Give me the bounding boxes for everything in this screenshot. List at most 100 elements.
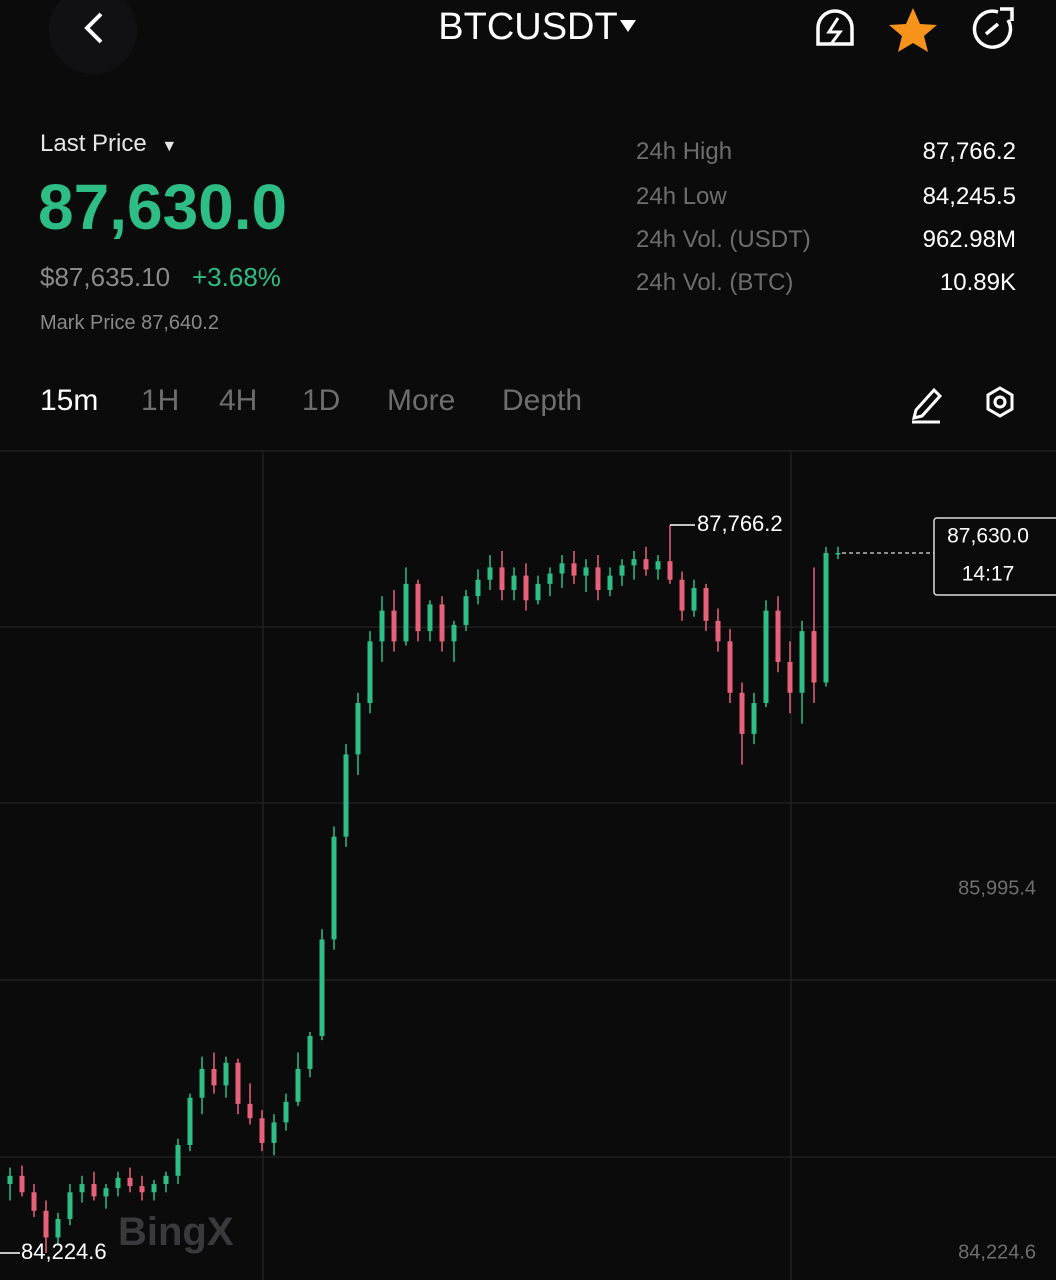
stat-value: 84,245.5 xyxy=(922,183,1016,210)
symbol-dropdown[interactable] xyxy=(620,20,636,32)
candle-body xyxy=(739,692,745,734)
candle-body xyxy=(211,1068,217,1086)
timeframe-tab[interactable]: 15m xyxy=(40,384,99,417)
candle-body xyxy=(451,624,457,642)
candle-body xyxy=(727,641,733,693)
last-price-box xyxy=(933,517,1056,596)
candle-body xyxy=(715,620,721,642)
candle-body xyxy=(535,583,541,601)
stat-label: 24h High xyxy=(636,138,733,165)
price-type[interactable]: Last Price ▼ xyxy=(40,130,177,158)
back-icon xyxy=(84,12,103,44)
candle-body xyxy=(115,1177,121,1189)
watermark: BingX xyxy=(118,1210,234,1254)
usd-price: $87,635.10 xyxy=(40,262,171,292)
timeframe-tab[interactable]: Depth xyxy=(502,384,583,417)
candle-body xyxy=(427,604,433,632)
favorite-icon[interactable] xyxy=(889,8,937,52)
candle-body xyxy=(679,579,685,611)
stat-label: 24h Low xyxy=(636,183,727,210)
candle-body xyxy=(295,1068,301,1102)
price-type-label: Last Price xyxy=(40,130,147,157)
candle-body xyxy=(415,583,421,632)
symbol-title[interactable]: BTCUSDT xyxy=(438,6,618,48)
timeframe-tab[interactable]: 1H xyxy=(141,384,180,417)
candle-body xyxy=(403,583,409,642)
y-tick-label: 85,995.4 xyxy=(958,877,1036,899)
candle-body xyxy=(319,939,325,1037)
candle-body xyxy=(235,1062,241,1104)
candle-body xyxy=(247,1103,253,1119)
candle-body xyxy=(643,559,649,570)
candle-body xyxy=(19,1175,25,1193)
candle-body xyxy=(511,575,517,591)
candle-body xyxy=(391,610,397,642)
candle-body xyxy=(823,553,829,683)
candle-body xyxy=(667,561,673,580)
candle-body xyxy=(379,610,385,642)
candle-body xyxy=(607,575,613,591)
candle-body xyxy=(79,1184,85,1193)
back-button[interactable] xyxy=(49,0,137,74)
timeframe-tab[interactable]: 1D xyxy=(302,384,341,417)
candle-body xyxy=(103,1188,109,1197)
timeframe-tab[interactable]: 4H xyxy=(219,384,258,417)
candle-body xyxy=(463,596,469,625)
candle-body xyxy=(691,587,697,611)
timeframe-tab[interactable]: More xyxy=(387,384,456,417)
candle-body xyxy=(787,661,793,693)
candle-body xyxy=(163,1175,169,1185)
candle-body xyxy=(595,567,601,591)
candle-body xyxy=(619,565,625,576)
last-price-label: 87,630.0 xyxy=(947,525,1029,548)
candle-body xyxy=(835,553,841,555)
candle-body xyxy=(43,1210,49,1238)
stat-label: 24h Vol. (USDT) xyxy=(636,226,811,253)
candle-body xyxy=(547,573,553,584)
draw-tool[interactable] xyxy=(911,387,943,424)
stat-value: 87,766.2 xyxy=(922,138,1016,165)
y-tick-label: 84,224.6 xyxy=(958,1241,1036,1263)
candle-body xyxy=(799,631,805,693)
top-bar xyxy=(49,0,1014,74)
candle-body xyxy=(583,567,589,576)
candle-body xyxy=(55,1218,61,1238)
candlestick-chart: BingX 85,995.4 84,224.6 87,766.2 84,224.6 87… xyxy=(0,450,1056,1280)
candle-body xyxy=(811,631,817,683)
countdown: 14:17 xyxy=(962,563,1015,586)
candle-body xyxy=(175,1144,181,1176)
candle-body xyxy=(571,563,577,576)
candle-body xyxy=(67,1192,73,1219)
candle-body xyxy=(751,703,757,734)
candle-body xyxy=(487,567,493,580)
refresh-icon[interactable] xyxy=(972,7,1014,49)
alert-icon[interactable] xyxy=(816,9,854,46)
candle-body xyxy=(775,610,781,662)
candle-body xyxy=(439,604,445,642)
grid xyxy=(0,450,1056,1280)
candle-body xyxy=(331,836,337,940)
last-price: 87,630.0 xyxy=(38,171,288,243)
candle-body xyxy=(31,1192,37,1211)
candle-body xyxy=(367,641,373,704)
mark-price: Mark Price 87,640.2 xyxy=(40,312,219,334)
candle-body xyxy=(343,754,349,837)
candle-body xyxy=(523,575,529,601)
candle-body xyxy=(499,567,505,591)
candle-body xyxy=(127,1177,133,1187)
candle-body xyxy=(475,579,481,597)
candle-body xyxy=(763,610,769,704)
candle-body xyxy=(355,703,361,755)
candle-body xyxy=(283,1101,289,1123)
candle-body xyxy=(91,1184,97,1197)
stat-value: 10.89K xyxy=(939,269,1016,296)
candle-body xyxy=(703,587,709,621)
candle-body xyxy=(631,559,637,566)
candle-body xyxy=(559,563,565,574)
price-change: +3.68% xyxy=(192,262,281,292)
candle-body xyxy=(199,1068,205,1098)
candle-body xyxy=(223,1062,229,1086)
settings-tool[interactable] xyxy=(986,386,1014,418)
low-label: 84,224.6 xyxy=(21,1239,107,1264)
